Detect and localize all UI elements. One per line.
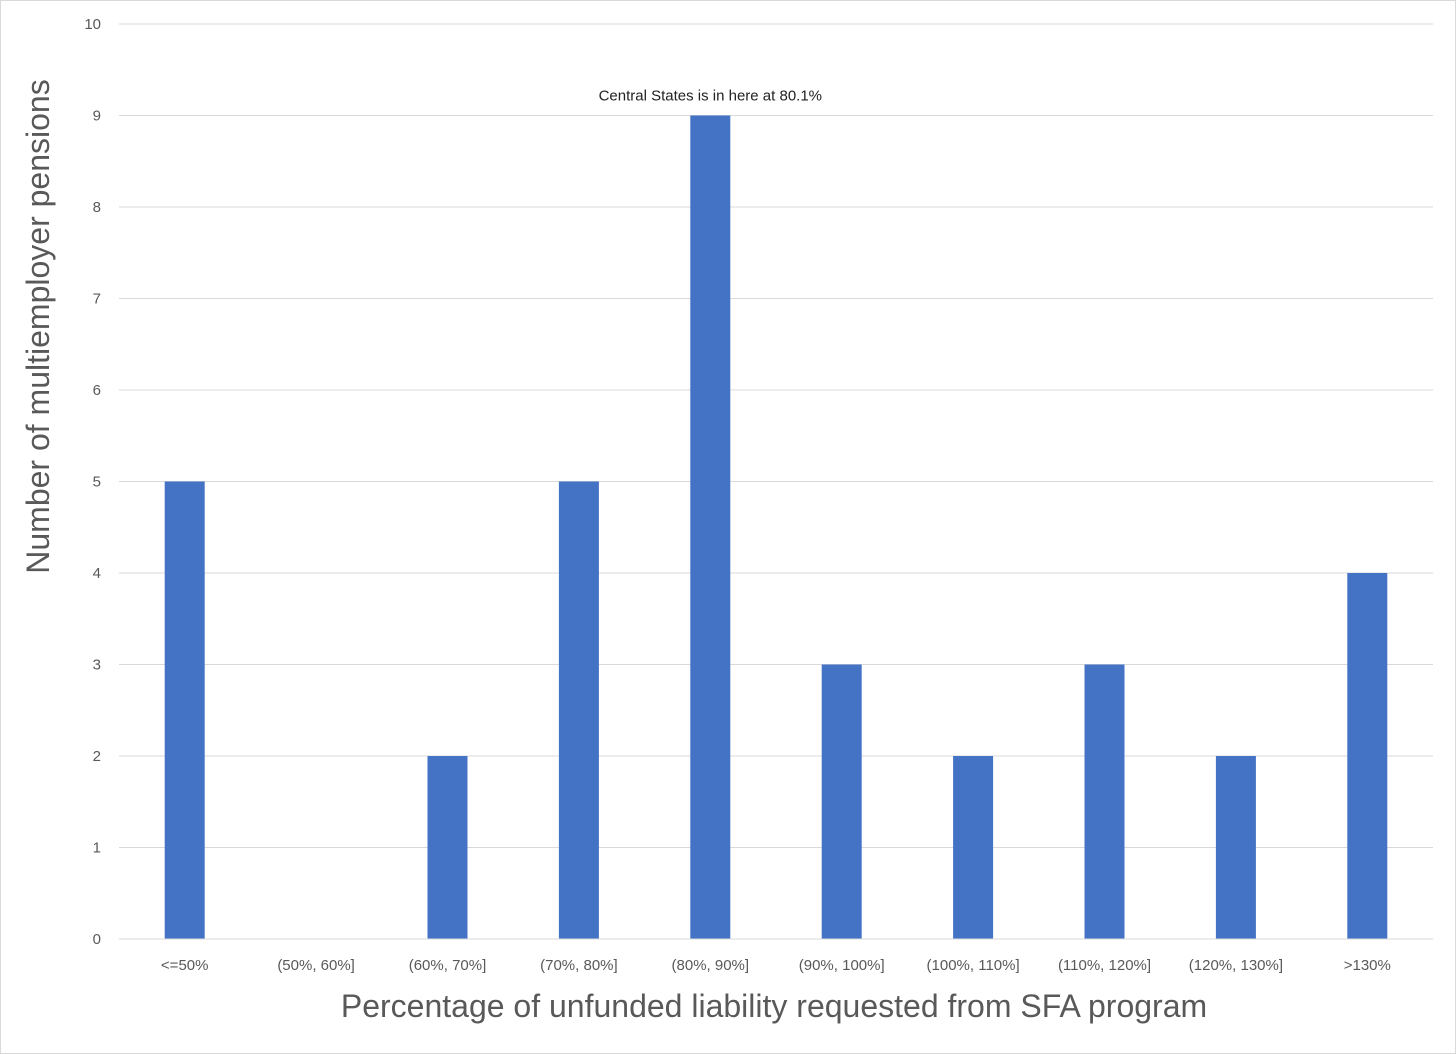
x-tick-label: (90%, 100%]: [799, 957, 885, 974]
gridlines: [119, 23, 1433, 848]
x-axis-ticks: <=50% (50%, 60%] (60%, 70%] (70%, 80%] (80%,…: [161, 957, 1391, 974]
annotation-label: Central States is in here at 80.1%: [599, 88, 822, 105]
y-tick-label: 2: [93, 748, 101, 765]
x-axis-title: Percentage of unfunded liability request…: [341, 988, 1207, 1024]
bar: [821, 664, 862, 939]
bars: [164, 115, 1388, 939]
bar: [1084, 664, 1125, 939]
y-tick-label: 10: [84, 16, 101, 33]
bar: [1215, 756, 1256, 939]
x-tick-label: >130%: [1344, 957, 1391, 974]
y-axis-title: Number of multiemployer pensions: [20, 79, 56, 573]
x-tick-label: <=50%: [161, 957, 209, 974]
bar: [427, 756, 468, 939]
y-axis-ticks: 0 1 2 3 4 5 6 7 8 9 10: [84, 16, 101, 948]
bar: [164, 481, 205, 939]
x-tick-label: (110%, 120%]: [1058, 957, 1151, 974]
annotations: Central States is in here at 80.1%: [599, 88, 822, 105]
y-tick-label: 4: [93, 565, 101, 582]
bar: [690, 115, 731, 939]
x-tick-label: (100%, 110%]: [927, 957, 1020, 974]
y-tick-label: 7: [93, 291, 101, 308]
y-tick-label: 6: [93, 382, 101, 399]
bar: [1347, 573, 1388, 939]
y-tick-label: 3: [93, 657, 101, 674]
y-tick-label: 1: [93, 840, 101, 857]
bar: [953, 756, 994, 939]
x-tick-label: (70%, 80%]: [540, 957, 618, 974]
x-tick-label: (50%, 60%]: [277, 957, 355, 974]
bar: [558, 481, 599, 939]
y-tick-label: 8: [93, 199, 101, 216]
x-tick-label: (60%, 70%]: [409, 957, 487, 974]
y-tick-label: 0: [93, 931, 101, 948]
x-tick-label: (120%, 130%]: [1189, 957, 1283, 974]
y-tick-label: 9: [93, 108, 101, 125]
x-tick-label: (80%, 90%]: [672, 957, 750, 974]
y-tick-label: 5: [93, 474, 101, 491]
